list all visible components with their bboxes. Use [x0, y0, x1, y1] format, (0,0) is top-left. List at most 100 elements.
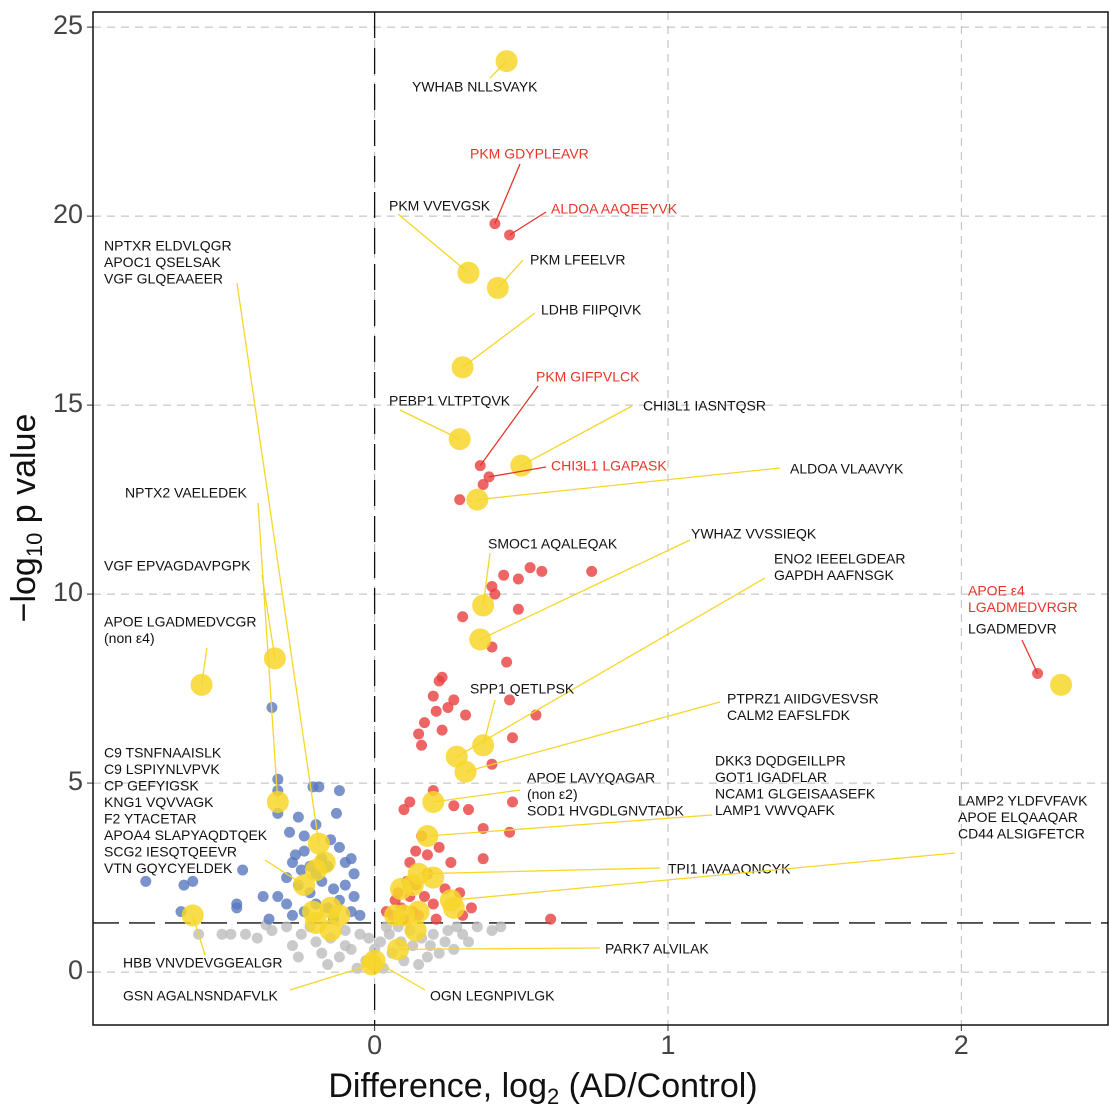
- y-axis-label: −log10 p value: [5, 414, 47, 623]
- y-label-part: p value: [5, 414, 43, 533]
- data-point: [354, 928, 366, 940]
- annotation-label: CHI3L1 IASNTQSR: [643, 398, 766, 414]
- data-point: [348, 868, 360, 880]
- data-point: [339, 879, 351, 891]
- annotation-label: LGADMEDVR: [968, 621, 1057, 637]
- data-point: [304, 859, 327, 882]
- annotation-label: PTPRZ1 AIIDGVESVSR: [727, 691, 879, 707]
- annotation-label: (non ε2): [527, 786, 578, 802]
- data-point: [586, 565, 598, 577]
- data-point: [295, 928, 307, 940]
- annotation-label: PKM GIFPVLCK: [536, 369, 640, 385]
- data-point: [465, 902, 477, 914]
- annotation-label: SMOC1 AQALEQAK: [488, 536, 618, 552]
- y-tick-label: 0: [68, 955, 83, 985]
- data-point: [489, 588, 501, 600]
- x-tick-label: 1: [660, 1030, 675, 1060]
- data-point: [436, 724, 448, 736]
- data-point: [225, 928, 237, 940]
- data-point: [407, 940, 419, 952]
- data-point: [451, 921, 463, 933]
- annotation-label: PARK7 ALVILAK: [605, 941, 709, 957]
- data-point: [407, 900, 430, 923]
- annotation-label: NPTX2 VAELEDEK: [125, 485, 248, 501]
- annotation-label: SPP1 QETLPSK: [470, 681, 575, 697]
- data-point: [1050, 673, 1073, 696]
- annotation-label: LDHB FIIPQIVK: [541, 302, 642, 318]
- data-point: [257, 890, 269, 902]
- annotation-label: GAPDH AAFNSGK: [774, 567, 894, 583]
- data-point: [436, 671, 448, 683]
- y-tick-label: 15: [53, 388, 83, 418]
- annotation-label: NPTXR ELDVLQGR: [104, 238, 232, 254]
- annotation-label: APOE LGADMEDVCGR: [104, 614, 256, 630]
- x-axis-label: Difference, log2 (AD/Control): [328, 1067, 757, 1109]
- data-point: [477, 478, 489, 490]
- leader-line: [465, 701, 721, 773]
- data-point: [462, 936, 474, 948]
- x-label-part: Difference, log: [328, 1067, 547, 1105]
- leader-line: [477, 467, 781, 501]
- x-tick-label: 2: [954, 1030, 969, 1060]
- data-point: [442, 896, 465, 919]
- annotation-label: SOD1 HVGDLGNVTADK: [527, 803, 685, 819]
- data-point: [333, 951, 345, 963]
- data-point: [545, 913, 557, 925]
- annotation-label: PKM VVEVGSK: [389, 198, 491, 214]
- data-point: [351, 962, 363, 974]
- annotation-label: APOE ELQAAQAR: [958, 809, 1078, 825]
- leader-line: [494, 163, 521, 224]
- leader-line: [520, 405, 633, 467]
- leader-line: [236, 282, 320, 844]
- data-point: [421, 951, 433, 963]
- data-point: [310, 936, 322, 948]
- annotation-label: VTN GQYCYELDEK: [104, 860, 233, 876]
- data-point: [413, 959, 425, 971]
- data-point: [427, 898, 439, 910]
- plot-frame: [92, 11, 1109, 1026]
- data-point: [286, 940, 298, 952]
- data-point: [506, 732, 518, 744]
- leader-line: [488, 466, 547, 478]
- data-point: [348, 890, 360, 902]
- data-point: [286, 856, 298, 868]
- data-point: [506, 796, 518, 808]
- leader-line: [200, 647, 208, 685]
- data-point: [462, 804, 474, 816]
- data-point: [448, 800, 460, 812]
- data-point: [418, 890, 430, 902]
- annotation-label: F2 YTACETAR: [104, 811, 197, 827]
- data-point: [427, 928, 439, 940]
- y-label-part: −log: [5, 557, 43, 622]
- annotation-label: APOE ε4: [968, 583, 1025, 599]
- y-tick-label: 10: [53, 577, 83, 607]
- annotation-label: SCG2 IESQTQEEVR: [104, 844, 237, 860]
- leader-line: [479, 539, 691, 641]
- data-point: [424, 940, 436, 952]
- annotation-label: LGADMEDVRGR: [968, 599, 1078, 615]
- data-point: [413, 728, 425, 740]
- data-point: [398, 804, 410, 816]
- leader-line: [257, 502, 279, 803]
- data-point: [281, 872, 293, 884]
- x-label-subscript: 2: [547, 1084, 559, 1109]
- data-point: [345, 853, 357, 865]
- data-point: [322, 959, 334, 971]
- data-point: [302, 900, 325, 923]
- data-point: [524, 562, 536, 574]
- annotation-label: APOA4 SLAPYAQDTQEK: [104, 827, 268, 843]
- annotation-label: VGF EPVAGDAVPGPK: [104, 558, 251, 574]
- data-point: [430, 705, 442, 717]
- annotation-label: NCAM1 GLGEISAASEFK: [715, 786, 876, 802]
- leader-line: [1021, 639, 1039, 674]
- data-point: [457, 611, 469, 623]
- leader-line: [427, 814, 713, 837]
- data-point: [422, 866, 445, 889]
- data-point: [512, 573, 524, 585]
- annotation-label: VGF GLQEAAEER: [104, 271, 223, 287]
- data-point: [418, 717, 430, 729]
- leader-line: [497, 259, 524, 289]
- annotation-label: LAMP2 YLDFVFAVK: [958, 793, 1088, 809]
- data-point: [390, 877, 413, 900]
